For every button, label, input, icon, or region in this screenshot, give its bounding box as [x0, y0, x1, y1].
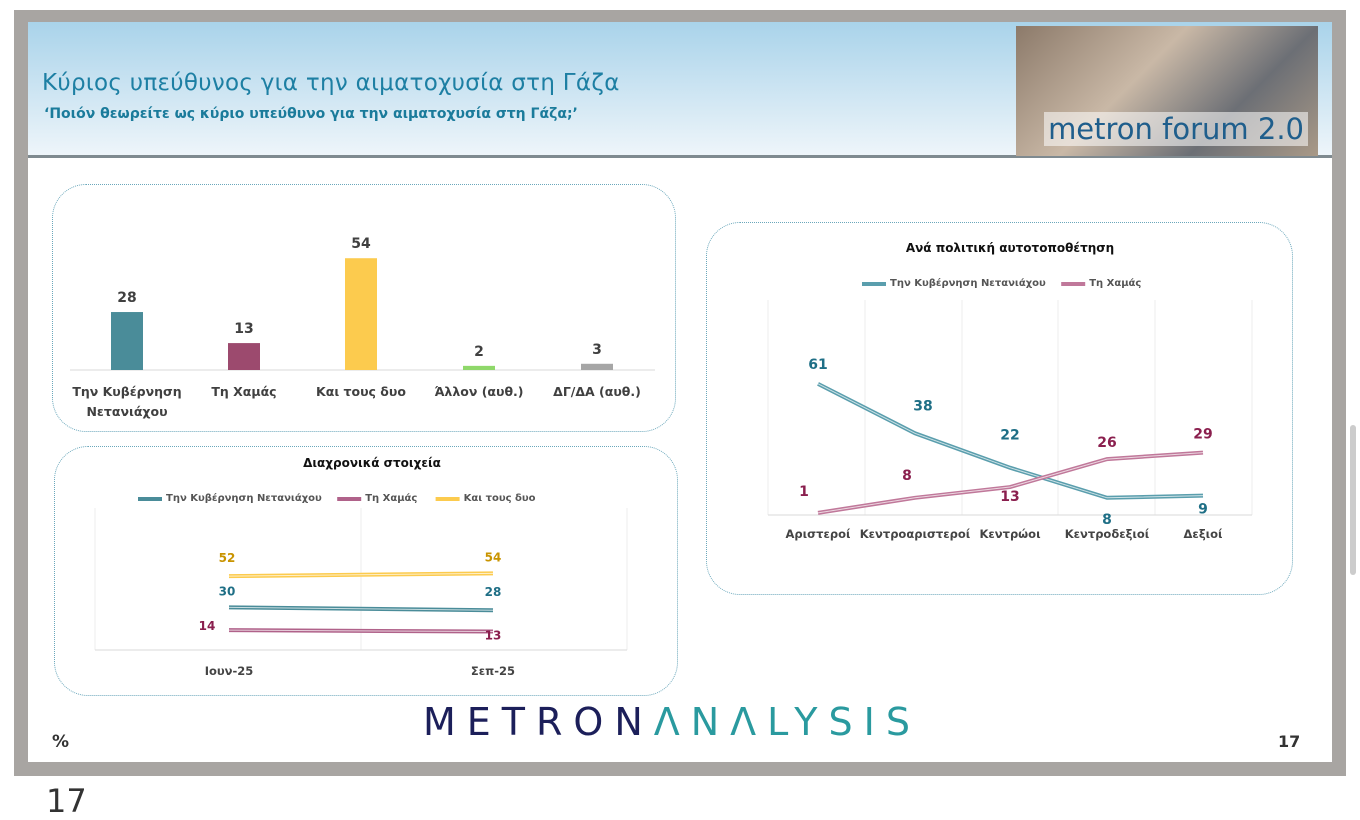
x-tick-label: Ιουν-25 [205, 664, 254, 678]
scrollbar[interactable] [1350, 425, 1356, 575]
data-label: 14 [199, 619, 216, 633]
data-label: 13 [1000, 489, 1019, 505]
x-tick-label: Κεντροδεξιοί [1065, 527, 1150, 541]
data-label: 30 [219, 584, 236, 598]
slide-title: Κύριος υπεύθυνος για την αιματοχυσία στη… [42, 70, 620, 96]
x-tick-label: Αριστεροί [786, 527, 851, 541]
unit-label: % [52, 732, 70, 752]
slide-subtitle: ‘Ποιόν θεωρείτε ως κύριο υπεύθυνο για τη… [44, 106, 578, 122]
bar [228, 343, 260, 370]
legend-swatch [1061, 282, 1086, 286]
header-photo: metron forum 2.0 [1016, 26, 1318, 156]
bar-category-label: Τη Χαμάς [211, 384, 276, 399]
series-line-highlight [228, 629, 494, 633]
x-tick-label: Κεντρώοι [979, 527, 1040, 541]
legend-label: Την Κυβέρνηση Νετανιάχου [166, 492, 322, 504]
slide: Κύριος υπεύθυνος για την αιματοχυσία στη… [28, 22, 1332, 762]
data-label: 29 [1193, 427, 1212, 443]
legend-label: Τη Χαμάς [365, 492, 417, 504]
bar-category-label: Νετανιάχου [86, 404, 167, 419]
data-label: 8 [1102, 512, 1112, 528]
bar-chart-panel [52, 184, 676, 432]
metron-analysis-logo: METRONΛNΛLYSIS [423, 700, 921, 744]
page-number: 17 [1278, 732, 1301, 751]
chart-title: Διαχρονικά στοιχεία [303, 456, 441, 470]
x-tick-label: Σεπ-25 [471, 664, 515, 678]
series-line-highlight [228, 606, 494, 611]
bar-value-label: 54 [351, 236, 371, 252]
x-tick-label: Κεντροαριστεροί [860, 527, 971, 541]
data-label: 61 [808, 357, 827, 373]
bar-value-label: 13 [234, 321, 253, 337]
data-label: 22 [1000, 428, 1019, 444]
bar-value-label: 3 [592, 342, 602, 358]
data-label: 1 [799, 484, 809, 500]
legend-swatch [337, 497, 362, 501]
chart-title: Ανά πολιτική αυτοτοποθέτηση [906, 241, 1114, 255]
legend-label: Και τους δυο [464, 493, 536, 504]
bar [111, 312, 143, 370]
bar [345, 258, 377, 370]
bar-value-label: 2 [474, 344, 484, 360]
data-label: 52 [219, 551, 236, 565]
data-label: 8 [902, 468, 912, 484]
data-label: 38 [913, 398, 932, 414]
bar-category-label: Άλλον (αυθ.) [434, 384, 523, 399]
legend-swatch [138, 497, 162, 501]
metron-forum-logo: metron forum 2.0 [1044, 112, 1308, 146]
legend-swatch [435, 497, 460, 501]
bar-category-label: Και τους δυο [316, 384, 406, 399]
series-line-highlight [817, 383, 1204, 499]
page-indicator: 17 [46, 782, 87, 820]
data-label: 54 [485, 550, 502, 564]
x-tick-label: Δεξιοί [1184, 527, 1223, 541]
brand-analysis: ΛNΛLYSIS [653, 700, 921, 744]
bar-category-label: Την Κυβέρνηση [72, 384, 181, 399]
bar [581, 363, 613, 370]
brand-metron: METRON [423, 700, 654, 744]
bar-category-label: ΔΓ/ΔΑ (αυθ.) [553, 384, 641, 399]
series-line-highlight [228, 572, 494, 577]
data-label: 26 [1097, 435, 1116, 451]
legend-label: Την Κυβέρνηση Νετανιάχου [890, 277, 1046, 289]
data-label: 13 [485, 629, 502, 643]
data-label: 9 [1198, 502, 1208, 518]
series-line-highlight [817, 452, 1204, 514]
bar-value-label: 28 [117, 290, 136, 306]
trend-chart-panel [54, 446, 678, 696]
header: Κύριος υπεύθυνος για την αιματοχυσία στη… [28, 22, 1332, 158]
data-label: 28 [485, 585, 502, 599]
legend-label: Τη Χαμάς [1089, 277, 1141, 289]
legend-swatch [862, 282, 886, 286]
bar [463, 365, 495, 370]
ideology-chart-panel [706, 222, 1293, 595]
